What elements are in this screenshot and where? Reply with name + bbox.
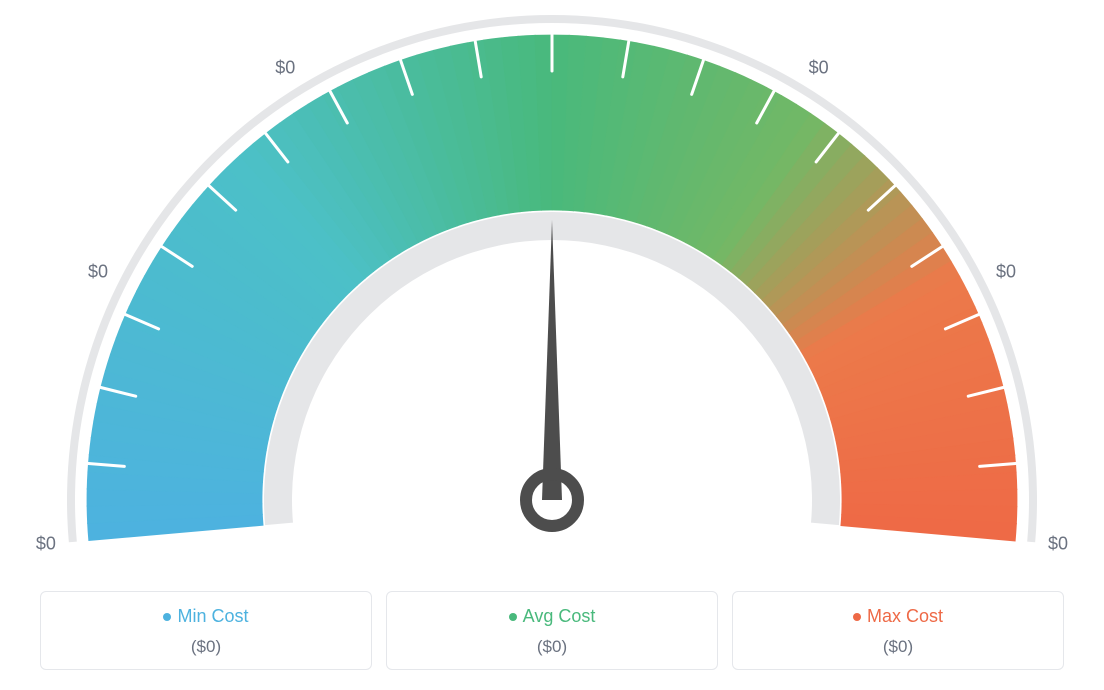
gauge-scale-label: $0 (542, 0, 562, 3)
legend-label-avg: Avg Cost (523, 606, 596, 627)
legend-title-max: Max Cost (853, 606, 943, 627)
gauge-chart: $0 $0 $0 $0 $0 $0 $0 (0, 0, 1104, 560)
legend-card-max: Max Cost ($0) (732, 591, 1064, 670)
legend-value-avg: ($0) (397, 637, 707, 657)
legend-title-min: Min Cost (163, 606, 248, 627)
gauge-scale-label: $0 (275, 57, 295, 78)
legend-card-avg: Avg Cost ($0) (386, 591, 718, 670)
legend-value-min: ($0) (51, 637, 361, 657)
legend-value-max: ($0) (743, 637, 1053, 657)
legend-title-avg: Avg Cost (509, 606, 596, 627)
legend-label-max: Max Cost (867, 606, 943, 627)
legend-label-min: Min Cost (177, 606, 248, 627)
legend-card-min: Min Cost ($0) (40, 591, 372, 670)
gauge-scale-label: $0 (996, 262, 1016, 283)
legend-dot-min (163, 613, 171, 621)
gauge-svg (0, 0, 1104, 560)
gauge-scale-label: $0 (809, 57, 829, 78)
gauge-scale-label: $0 (36, 534, 56, 555)
legend-row: Min Cost ($0) Avg Cost ($0) Max Cost ($0… (40, 591, 1064, 670)
gauge-scale-label: $0 (88, 262, 108, 283)
gauge-scale-label: $0 (1048, 534, 1068, 555)
legend-dot-max (853, 613, 861, 621)
legend-dot-avg (509, 613, 517, 621)
